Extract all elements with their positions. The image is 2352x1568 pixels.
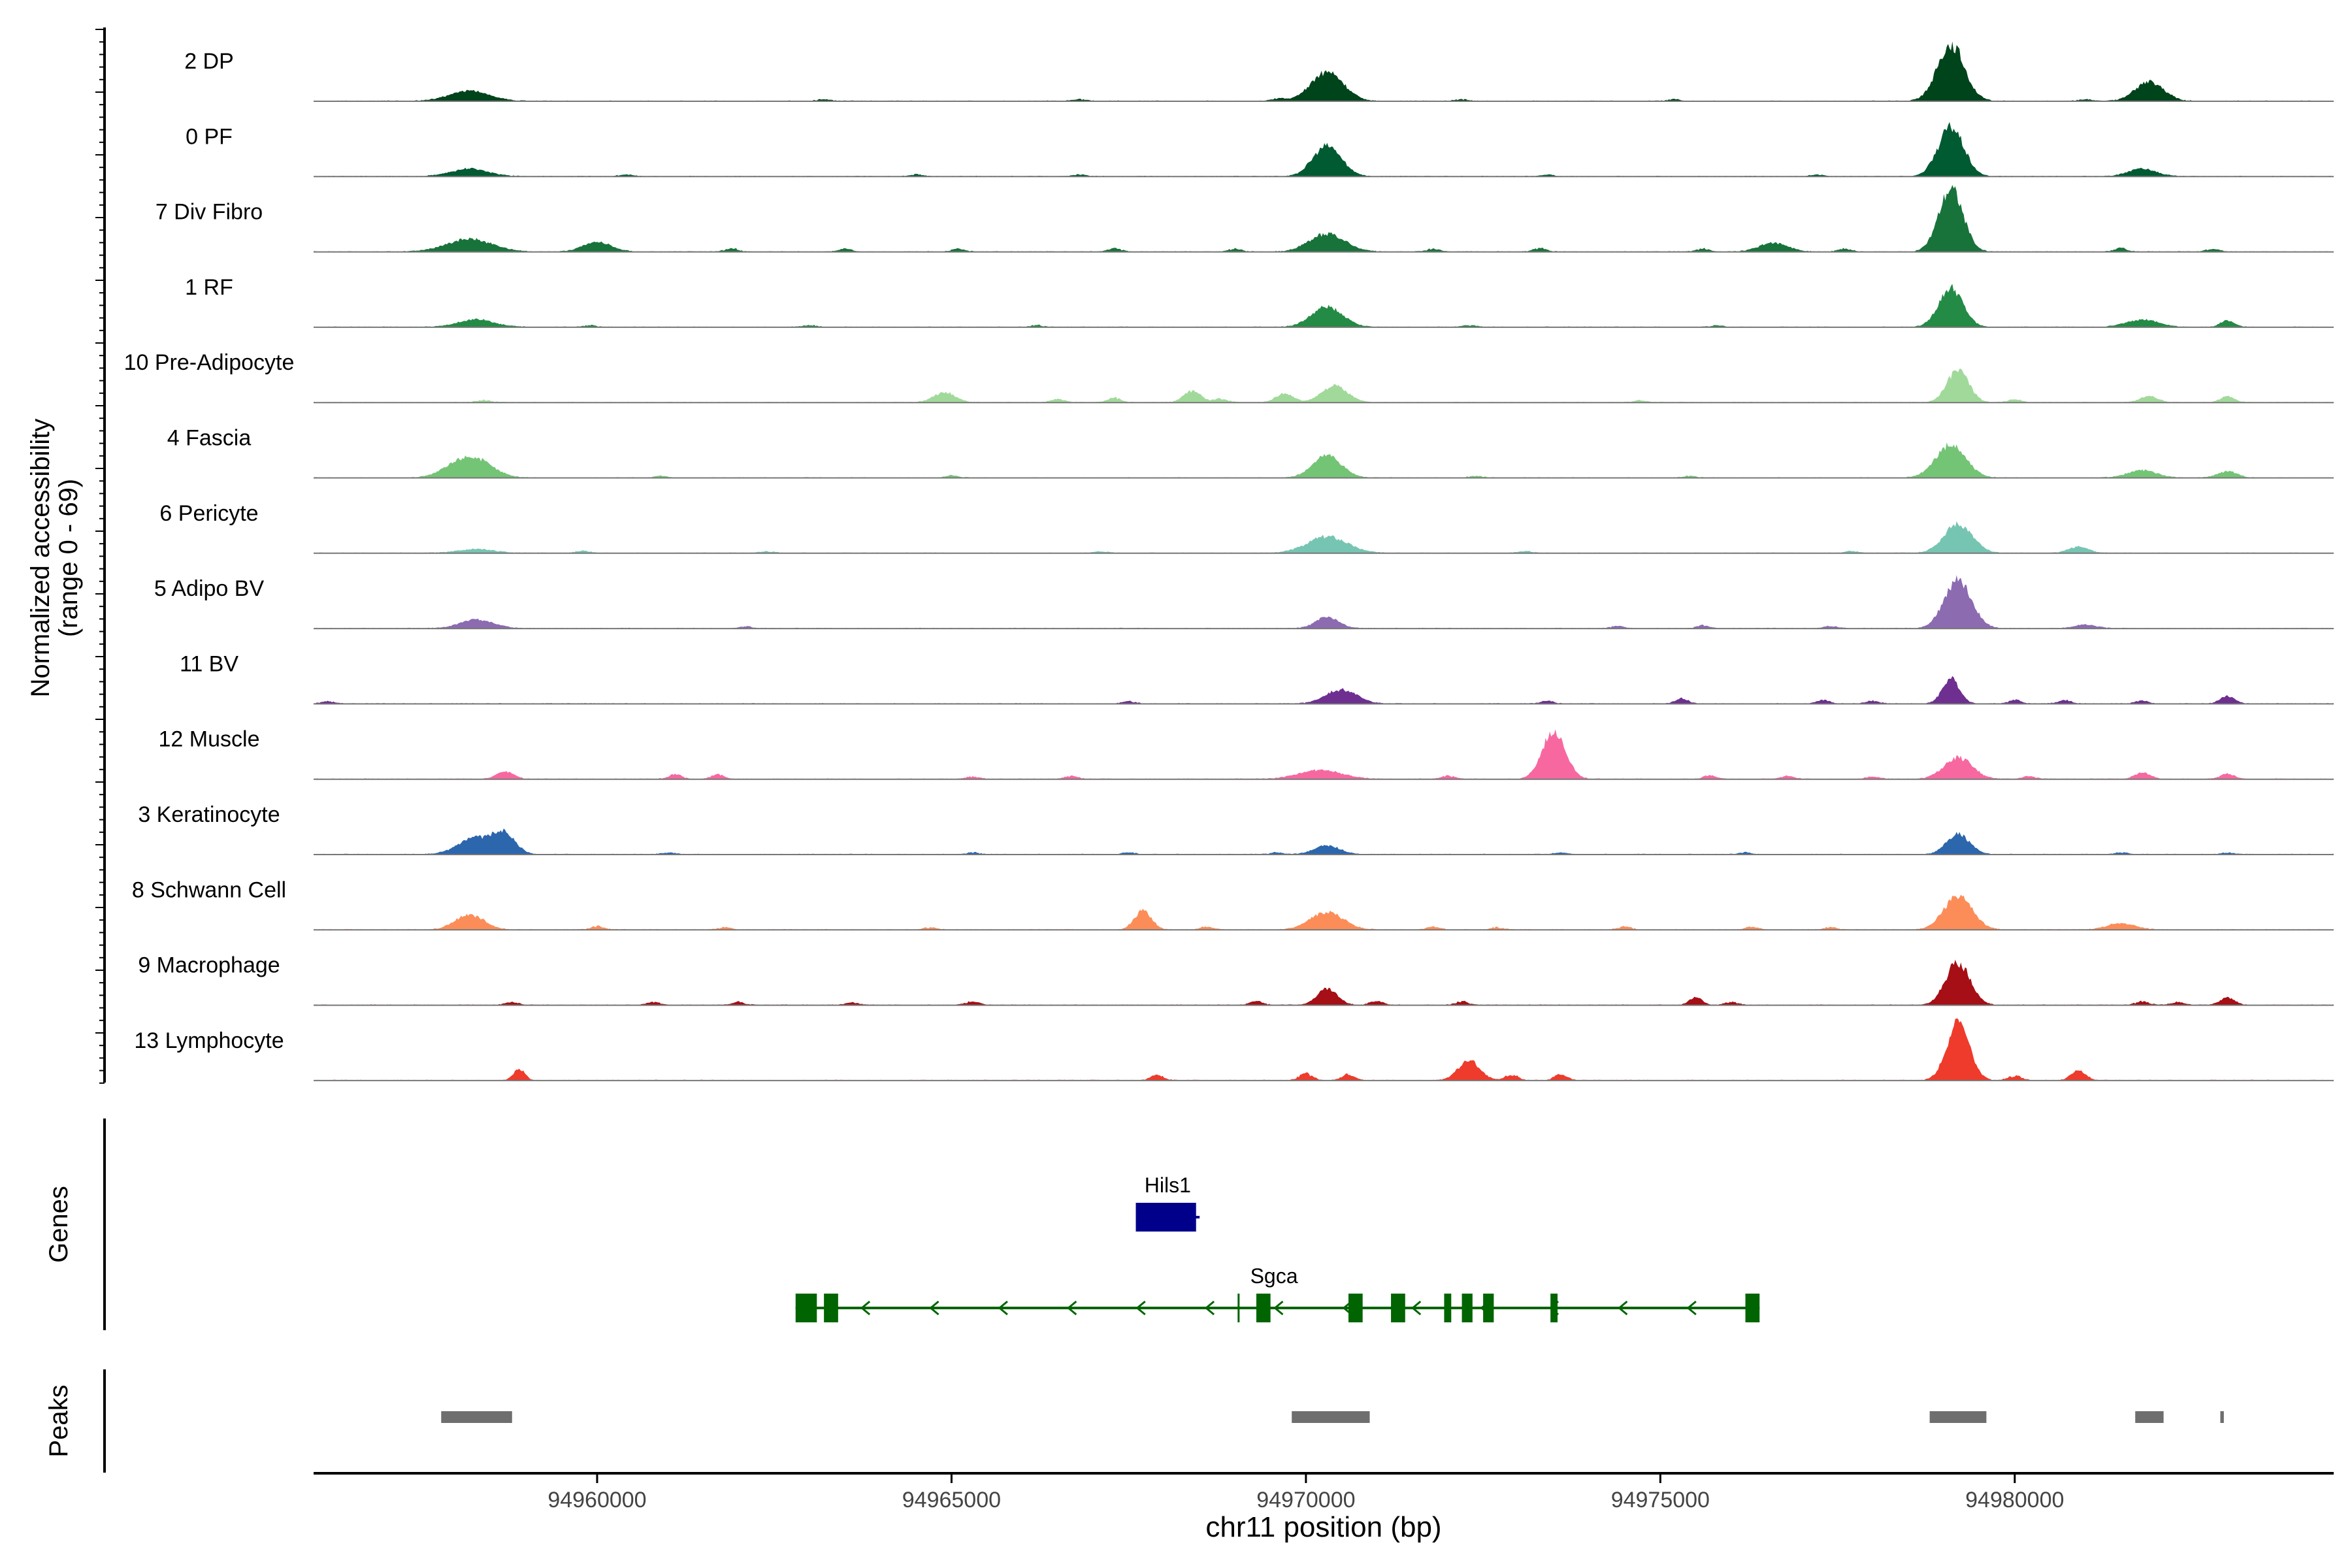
track-label: 2 DP: [184, 49, 234, 74]
peak-region: [1929, 1411, 1987, 1423]
gene-exon: [1550, 1294, 1558, 1322]
track-label: 12 Muscle: [159, 727, 260, 752]
x-tick-label: 94965000: [902, 1488, 1001, 1512]
track-9-macrophage: 9 Macrophage: [138, 953, 2334, 1006]
gene-exon: [1348, 1294, 1363, 1322]
strand-chevron: [1686, 1300, 1697, 1316]
gene-label: Sgca: [1250, 1264, 1298, 1288]
coverage-area: [314, 41, 2334, 101]
track-label: 13 Lymphocyte: [134, 1028, 284, 1053]
peak-region: [2220, 1411, 2224, 1423]
coverage-area: [314, 284, 2334, 327]
peak-region: [441, 1411, 512, 1423]
peak-region: [1292, 1411, 1370, 1423]
coverage-area: [314, 521, 2334, 553]
gene-exon: [824, 1294, 838, 1322]
strand-chevron: [1411, 1300, 1422, 1316]
coverage-area: [314, 960, 2334, 1005]
strand-chevron: [1273, 1300, 1284, 1316]
y-axis-label-line1: Normalized accessibility: [26, 419, 55, 698]
x-tick-label: 94980000: [1965, 1488, 2064, 1512]
track-label: 3 Keratinocyte: [138, 802, 280, 827]
gene-hils1: Hils1: [1135, 1173, 1200, 1232]
strand-chevron: [860, 1300, 871, 1316]
track-label: 5 Adipo BV: [154, 576, 265, 601]
track-label: 1 RF: [185, 275, 233, 300]
gene-exon: [1391, 1294, 1405, 1322]
track-6-pericyte: 6 Pericyte: [159, 501, 2334, 554]
coverage-area: [314, 442, 2334, 478]
track-label: 0 PF: [186, 124, 233, 149]
coverage-area: [314, 828, 2334, 855]
track-13-lymphocyte: 13 Lymphocyte: [134, 1018, 2334, 1081]
y-axis-label-line2: (range 0 - 69): [54, 479, 83, 637]
coverage-area: [314, 575, 2334, 629]
track-8-schwann-cell: 8 Schwann Cell: [132, 877, 2334, 931]
track-7-div-fibro: 7 Div Fibro: [155, 185, 2334, 253]
coverage-area: [314, 676, 2334, 704]
peaks-panel: Peaks: [44, 1369, 2224, 1473]
track-2-dp: 2 DP: [184, 41, 2334, 102]
coverage-tracks: 2 DP 0 PF 7 Div Fibro 1 RF 10 Pre-Adipocyte 4…: [124, 41, 2334, 1081]
gene-exon: [1256, 1294, 1271, 1322]
coverage-area: [314, 122, 2334, 177]
strand-chevron: [1066, 1300, 1077, 1316]
strand-chevron: [929, 1300, 939, 1316]
gene-exon: [1745, 1294, 1760, 1322]
track-5-adipo-bv: 5 Adipo BV: [154, 575, 2334, 630]
x-tick-label: 94970000: [1256, 1488, 1355, 1512]
track-label: 6 Pericyte: [159, 501, 258, 526]
gene-label: Hils1: [1145, 1173, 1191, 1197]
track-label: 9 Macrophage: [138, 953, 280, 978]
gene-exon: [795, 1294, 817, 1322]
coverage-area: [314, 894, 2334, 930]
track-3-keratinocyte: 3 Keratinocyte: [138, 802, 2334, 855]
gene-exon: [1462, 1294, 1473, 1322]
track-label: 4 Fascia: [167, 426, 252, 451]
genes-panel: Genes Hils1 Sgca: [44, 1119, 1760, 1330]
peaks-panel-label: Peaks: [44, 1384, 73, 1457]
coverage-area: [314, 1018, 2334, 1081]
y-axis: Normalized accessibility (range 0 - 69): [26, 27, 106, 1084]
strand-chevron: [1618, 1300, 1628, 1316]
track-11-bv: 11 BV: [180, 651, 2334, 705]
track-10-pre-adipocyte: 10 Pre-Adipocyte: [124, 350, 2334, 404]
strand-chevron: [998, 1300, 1008, 1316]
track-label: 8 Schwann Cell: [132, 877, 286, 902]
gene-exon: [1483, 1294, 1494, 1322]
x-axis-label: chr11 position (bp): [1205, 1511, 1441, 1543]
x-axis: chr11 position (bp) 94960000 94965000 9497…: [314, 1472, 2334, 1543]
track-12-muscle: 12 Muscle: [159, 727, 2334, 780]
coverage-area: [314, 368, 2334, 403]
track-1-rf: 1 RF: [185, 275, 2334, 328]
coverage-area: [314, 729, 2334, 779]
track-label: 7 Div Fibro: [155, 200, 263, 225]
track-label: 10 Pre-Adipocyte: [124, 350, 295, 375]
strand-chevron: [1204, 1300, 1215, 1316]
track-4-fascia: 4 Fascia: [167, 426, 2334, 479]
gene-exon: [1444, 1294, 1452, 1322]
gene-sgca: Sgca: [795, 1264, 1760, 1322]
x-tick-label: 94975000: [1611, 1488, 1710, 1512]
track-label: 11 BV: [180, 651, 238, 676]
strand-chevron: [1135, 1300, 1146, 1316]
coverage-area: [314, 185, 2334, 252]
gene-exon: [1135, 1203, 1196, 1232]
peak-region: [2135, 1411, 2164, 1423]
genes-panel-label: Genes: [44, 1186, 73, 1263]
x-tick-label: 94960000: [547, 1488, 646, 1512]
track-0-pf: 0 PF: [186, 122, 2334, 178]
